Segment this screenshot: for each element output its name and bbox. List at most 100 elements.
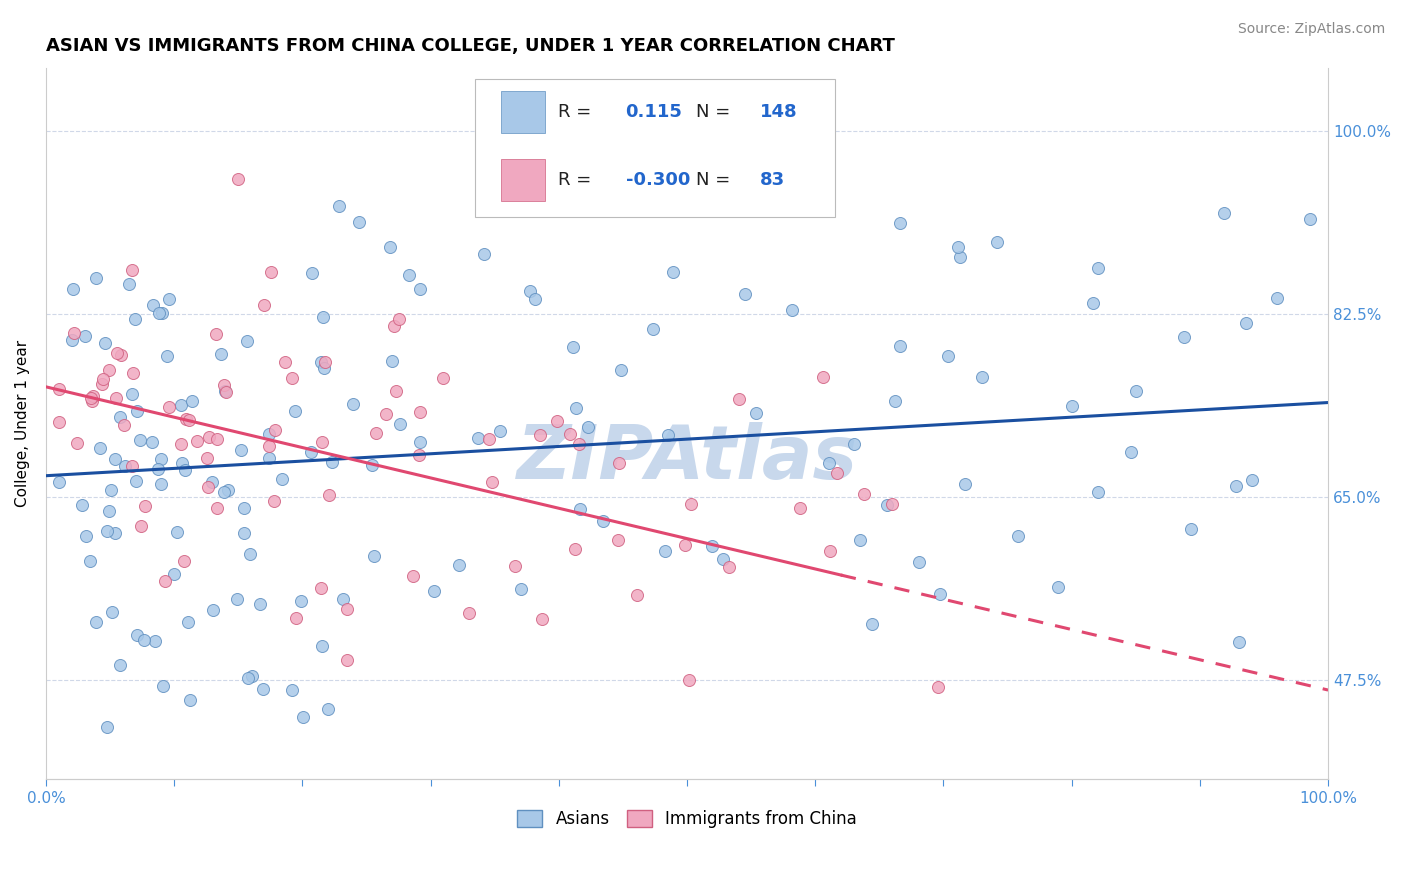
Point — [657, 428, 679, 442]
Point — [257, 439, 280, 453]
Point — [949, 250, 972, 264]
Point — [745, 406, 768, 420]
Point — [948, 240, 970, 254]
Point — [86, 615, 108, 630]
Point — [569, 501, 592, 516]
Point — [174, 463, 197, 477]
Point — [170, 437, 193, 451]
Point — [398, 268, 420, 282]
Point — [150, 452, 173, 467]
Point — [146, 462, 169, 476]
Point — [811, 370, 834, 384]
Point — [264, 423, 287, 437]
Point — [205, 326, 228, 341]
Point — [290, 594, 312, 608]
Point — [488, 424, 510, 438]
Point — [105, 391, 128, 405]
Point — [842, 437, 865, 451]
Point — [328, 199, 350, 213]
Point — [561, 340, 583, 354]
Point — [780, 302, 803, 317]
Point — [197, 450, 219, 465]
Point — [233, 501, 256, 516]
Text: ASIAN VS IMMIGRANTS FROM CHINA COLLEGE, UNDER 1 YEAR CORRELATION CHART: ASIAN VS IMMIGRANTS FROM CHINA COLLEGE, … — [46, 37, 894, 55]
Point — [409, 435, 432, 450]
Text: N =: N = — [696, 103, 730, 121]
Point — [124, 312, 146, 326]
FancyBboxPatch shape — [475, 78, 835, 218]
Point — [236, 334, 259, 348]
Point — [876, 499, 898, 513]
Point — [141, 434, 163, 449]
Point — [143, 633, 166, 648]
Point — [79, 554, 101, 568]
Point — [928, 587, 950, 601]
Point — [1087, 260, 1109, 275]
Point — [789, 501, 811, 516]
Point — [96, 524, 118, 538]
Point — [860, 617, 883, 632]
Point — [60, 333, 83, 347]
Point — [717, 560, 740, 574]
Point — [108, 409, 131, 424]
Point — [458, 607, 481, 621]
Point — [257, 450, 280, 465]
Point — [546, 414, 568, 428]
Point — [236, 671, 259, 685]
Point — [610, 362, 633, 376]
Point — [1241, 474, 1264, 488]
Point — [529, 428, 551, 442]
Point — [177, 413, 200, 427]
Point — [121, 458, 143, 473]
Point — [347, 214, 370, 228]
Point — [1180, 522, 1202, 536]
Point — [253, 298, 276, 312]
Point — [112, 418, 135, 433]
Point — [170, 398, 193, 412]
Point — [818, 543, 841, 558]
Point — [91, 377, 114, 392]
Point — [110, 348, 132, 362]
Point — [173, 554, 195, 568]
Point — [229, 442, 252, 457]
Point — [408, 448, 430, 462]
Point — [172, 456, 194, 470]
Point — [301, 267, 323, 281]
Point — [336, 602, 359, 616]
Point — [257, 427, 280, 442]
Point — [97, 503, 120, 517]
Point — [122, 367, 145, 381]
Point — [907, 555, 929, 569]
Point — [1046, 580, 1069, 594]
Point — [127, 404, 149, 418]
Point — [1062, 399, 1084, 413]
Point — [568, 437, 591, 451]
Point — [1087, 485, 1109, 500]
Point — [280, 682, 302, 697]
Point — [163, 567, 186, 582]
Point — [214, 384, 236, 398]
Point — [212, 484, 235, 499]
Point — [679, 497, 702, 511]
Point — [198, 429, 221, 443]
Point — [332, 591, 354, 606]
Point — [252, 681, 274, 696]
Point — [449, 558, 471, 573]
Point — [100, 483, 122, 498]
Point — [134, 499, 156, 513]
Point — [662, 265, 685, 279]
Y-axis label: College, Under 1 year: College, Under 1 year — [15, 340, 30, 507]
Point — [751, 82, 773, 96]
Legend: Asians, Immigrants from China: Asians, Immigrants from China — [510, 803, 863, 835]
Point — [152, 679, 174, 693]
Point — [232, 525, 254, 540]
Point — [643, 322, 665, 336]
Point — [311, 355, 333, 369]
Point — [149, 477, 172, 491]
Point — [217, 483, 239, 497]
Point — [157, 401, 180, 415]
Point — [389, 417, 412, 431]
Point — [73, 329, 96, 343]
Point — [1234, 316, 1257, 330]
Point — [142, 298, 165, 312]
